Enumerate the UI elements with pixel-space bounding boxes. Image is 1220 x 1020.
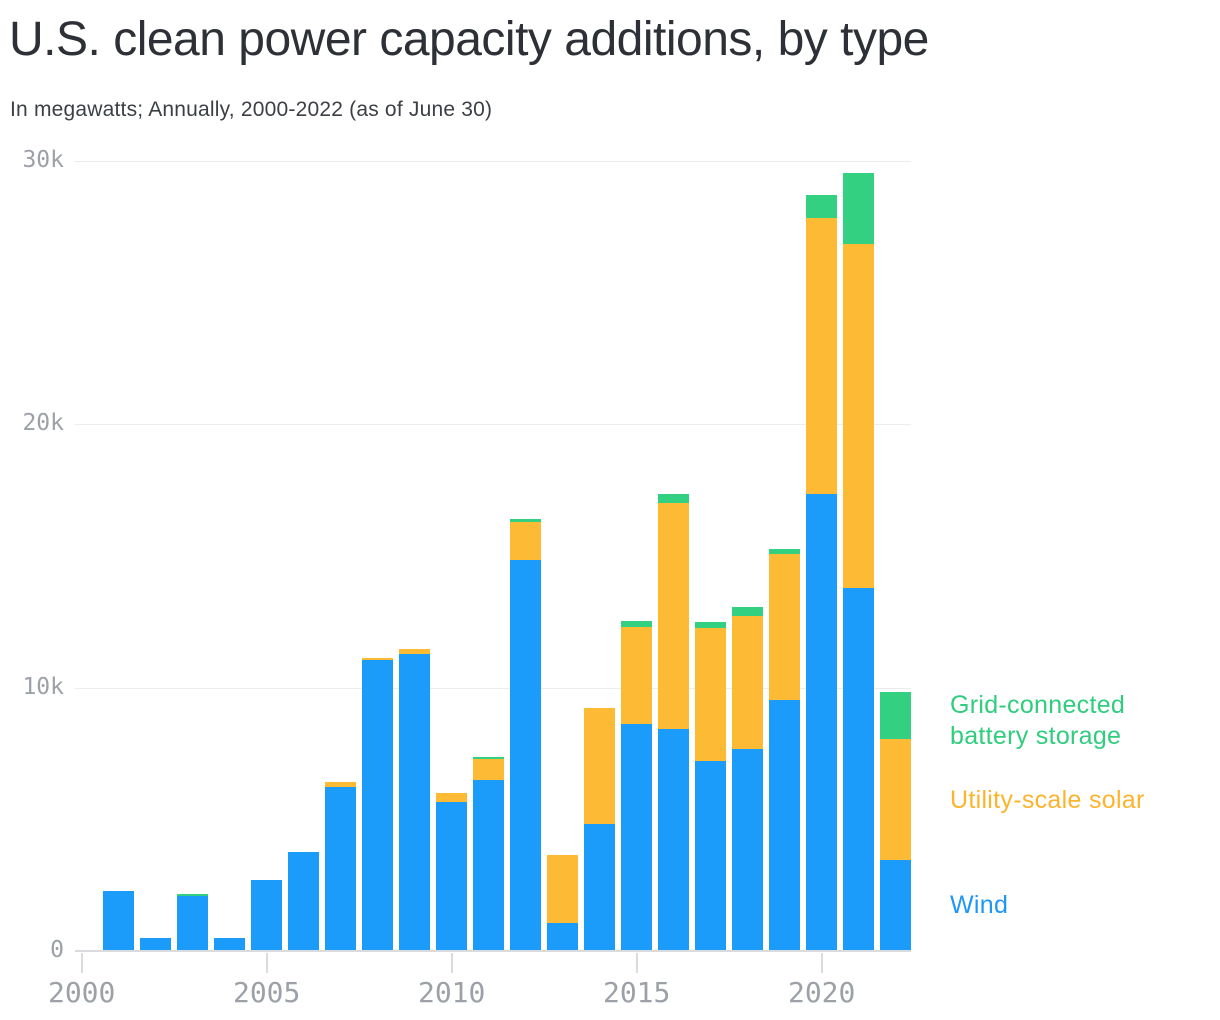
bar-stack-2005 <box>251 879 283 951</box>
bar-segment-2011-utility-scale-solar <box>473 758 505 781</box>
x-axis-tick-2015 <box>635 953 638 973</box>
bar-segment-2011-grid-connected-battery-storage <box>473 757 505 759</box>
y-gridline-30k <box>75 161 911 162</box>
bar-segment-2008-wind <box>362 660 394 951</box>
bar-stack-2001 <box>103 890 135 951</box>
bar-segment-2019-grid-connected-battery-storage <box>769 549 801 554</box>
bar-stack-2015 <box>621 620 653 951</box>
bar-segment-2012-wind <box>510 560 542 951</box>
bar-segment-2022-utility-scale-solar <box>880 738 912 861</box>
bar-segment-2017-grid-connected-battery-storage <box>695 621 727 628</box>
bar-segment-2003-wind <box>177 895 209 951</box>
y-tick-label-20k: 20k <box>22 410 64 437</box>
bar-segment-2007-utility-scale-solar <box>325 782 357 788</box>
x-tick-label-2015: 2015 <box>602 976 671 1009</box>
bar-stack-2013 <box>547 854 579 951</box>
x-axis-tick-2010 <box>450 953 453 973</box>
bar-stack-2010 <box>436 793 468 951</box>
y-gridline-10k <box>75 687 911 689</box>
bar-stack-2022 <box>880 692 912 951</box>
bar-segment-2017-wind <box>695 761 727 951</box>
bar-segment-2012-grid-connected-battery-storage <box>510 518 542 522</box>
bar-segment-2022-wind <box>880 860 912 951</box>
bar-segment-2009-wind <box>399 653 431 951</box>
bar-segment-2010-utility-scale-solar <box>436 793 468 802</box>
bar-segment-2012-utility-scale-solar <box>510 521 542 561</box>
bar-segment-2011-wind <box>473 780 505 951</box>
bar-segment-2013-wind <box>547 923 579 951</box>
bar-segment-2020-utility-scale-solar <box>806 218 838 495</box>
bar-segment-2008-utility-scale-solar <box>362 658 394 661</box>
bar-segment-2001-wind <box>103 890 135 951</box>
bar-segment-2015-utility-scale-solar <box>621 626 653 725</box>
bar-segment-2016-utility-scale-solar <box>658 502 690 729</box>
bar-stack-2014 <box>584 707 616 951</box>
y-gridline-20k <box>75 424 911 426</box>
x-axis-line <box>75 950 911 952</box>
bar-segment-2015-wind <box>621 724 653 951</box>
plot-area <box>75 161 912 951</box>
x-tick-label-2005: 2005 <box>232 976 301 1009</box>
bar-segment-2021-grid-connected-battery-storage <box>843 172 875 245</box>
bar-stack-2008 <box>362 658 394 951</box>
bar-segment-2016-wind <box>658 728 690 951</box>
y-tick-label-30k: 30k <box>22 147 64 173</box>
bar-segment-2020-grid-connected-battery-storage <box>806 195 838 219</box>
bar-segment-2006-wind <box>288 852 320 951</box>
legend-label-wind: Wind <box>950 891 1009 919</box>
bar-segment-2018-wind <box>732 748 764 951</box>
x-tick-label-2000: 2000 <box>47 976 116 1009</box>
bar-segment-2018-utility-scale-solar <box>732 615 764 749</box>
bar-segment-2018-grid-connected-battery-storage <box>732 607 764 616</box>
bar-segment-2003-grid-connected-battery-storage <box>177 893 209 896</box>
bar-segment-2007-wind <box>325 787 357 951</box>
bar-segment-2020-wind <box>806 494 838 951</box>
chart-title: U.S. clean power capacity additions, by … <box>9 13 929 66</box>
bar-stack-2016 <box>658 494 690 951</box>
bar-stack-2003 <box>177 893 209 951</box>
bar-segment-2002-wind <box>140 938 172 951</box>
bar-segment-2019-utility-scale-solar <box>769 553 801 701</box>
bar-segment-2019-wind <box>769 700 801 951</box>
bar-segment-2005-wind <box>251 879 283 951</box>
bar-segment-2009-utility-scale-solar <box>399 649 431 654</box>
bar-segment-2013-utility-scale-solar <box>547 854 579 924</box>
x-axis-tick-2020 <box>820 953 823 973</box>
chart-subtitle: In megawatts; Annually, 2000-2022 (as of… <box>10 98 493 121</box>
bar-stack-2006 <box>288 852 320 951</box>
bar-stack-2020 <box>806 195 838 951</box>
legend-label-battery-storage: Grid-connected battery storage <box>950 691 1126 750</box>
x-axis-tick-2005 <box>265 953 268 973</box>
x-tick-label-2020: 2020 <box>787 976 856 1009</box>
y-tick-label-10k: 10k <box>22 673 64 700</box>
bar-stack-2009 <box>399 649 431 951</box>
bar-segment-2014-wind <box>584 824 616 951</box>
legend-label-utility-scale-solar: Utility-scale solar <box>950 786 1145 814</box>
bar-stack-2007 <box>325 782 357 951</box>
bar-stack-2011 <box>473 757 505 951</box>
bar-segment-2004-wind <box>214 938 246 951</box>
bar-segment-2016-grid-connected-battery-storage <box>658 494 690 503</box>
bar-stack-2019 <box>769 549 801 951</box>
bar-stack-2021 <box>843 172 875 951</box>
bar-segment-2014-utility-scale-solar <box>584 707 616 825</box>
y-tick-label-0: 0 <box>50 937 64 963</box>
bar-segment-2021-wind <box>843 588 875 951</box>
bar-stack-2004 <box>214 938 246 951</box>
bar-stack-2017 <box>695 621 727 951</box>
bar-segment-2017-utility-scale-solar <box>695 627 727 762</box>
x-tick-label-2010: 2010 <box>417 976 486 1009</box>
bar-segment-2015-grid-connected-battery-storage <box>621 620 653 627</box>
bar-stack-2018 <box>732 607 764 951</box>
bar-stack-2012 <box>510 518 542 951</box>
x-axis-tick-2000 <box>80 953 83 973</box>
bar-segment-2021-utility-scale-solar <box>843 244 875 589</box>
bar-segment-2022-grid-connected-battery-storage <box>880 692 912 739</box>
bar-segment-2010-wind <box>436 801 468 951</box>
bar-stack-2002 <box>140 938 172 951</box>
